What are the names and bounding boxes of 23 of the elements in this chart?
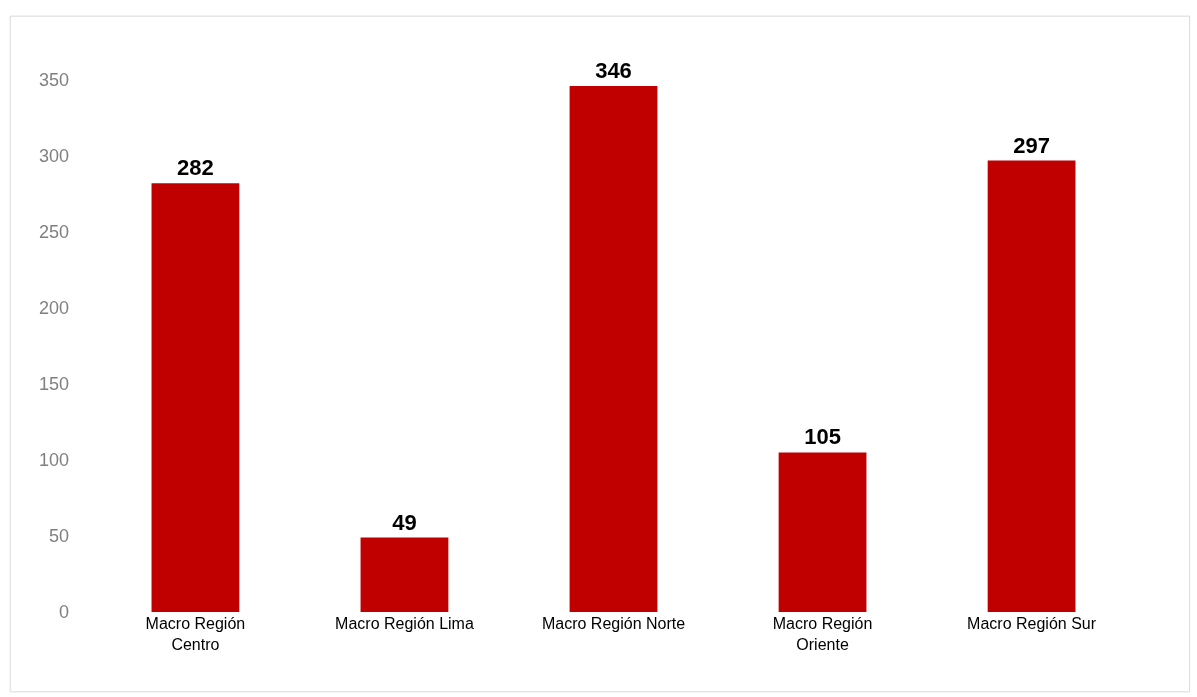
- y-tick-label: 300: [38, 146, 69, 167]
- bar: [360, 537, 449, 612]
- x-tick-label: Macro Región Sur: [967, 615, 1097, 632]
- data-label: 282: [177, 155, 214, 181]
- y-tick-label: 0: [58, 602, 69, 623]
- x-tick-label: Macro Región Norte: [541, 615, 686, 632]
- x-tick-label: Macro Región Lima: [335, 615, 474, 632]
- y-tick-label: 100: [38, 450, 69, 471]
- y-tick-label: 150: [38, 374, 69, 395]
- data-label: 297: [1013, 132, 1050, 158]
- x-tick-label: Macro Región Oriente: [772, 615, 873, 653]
- y-tick-label: 350: [38, 70, 69, 91]
- y-tick-label: 250: [38, 222, 69, 243]
- bar: [778, 452, 867, 612]
- data-label: 49: [392, 509, 417, 535]
- y-tick-label: 200: [38, 298, 69, 319]
- bar: [987, 160, 1076, 612]
- bar: [151, 183, 240, 612]
- y-tick-label: 50: [48, 526, 69, 547]
- x-tick-label: Macro Región Centro: [145, 615, 246, 653]
- data-label: 346: [595, 58, 632, 84]
- bar: [569, 86, 658, 612]
- data-label: 105: [804, 424, 841, 450]
